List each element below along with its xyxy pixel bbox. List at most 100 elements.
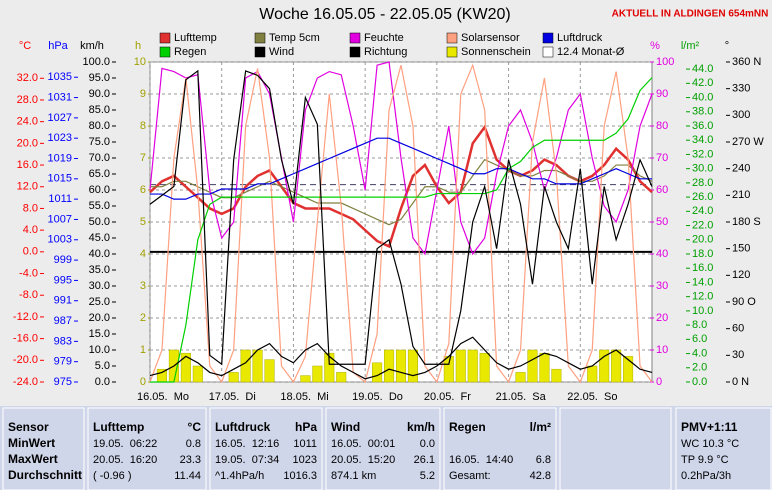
sunshine-bar: [372, 362, 383, 383]
y-tick-label: 30: [656, 280, 668, 292]
legend-label: Richtung: [364, 46, 407, 58]
y-tick-label: 28.0: [692, 177, 713, 189]
table-cell: [675, 407, 772, 490]
table-cell-value: 23.3: [180, 454, 201, 466]
y-tick-label: 1027: [48, 112, 72, 124]
y-tick-label: 15.0: [89, 328, 110, 340]
sunshine-bar: [180, 352, 191, 383]
legend-label: Sonnenschein: [461, 46, 531, 58]
legend-swatch: [349, 46, 361, 58]
y-tick-label: 0.0: [95, 376, 110, 388]
y-tick-label: 22.0: [692, 219, 713, 231]
sunshine-bar: [467, 349, 478, 383]
sunshine-bar: [587, 365, 598, 383]
y-tick-label: 40.0: [89, 248, 110, 260]
table-cell-text: ( -0.96 ): [93, 470, 132, 482]
y-tick-label: 10.0: [89, 344, 110, 356]
x-tick-label: 22.05. So: [567, 391, 617, 403]
y-tick-label: 26.0: [692, 191, 713, 203]
axis-title: km/h: [80, 40, 104, 52]
y-tick-label: 44.0: [692, 63, 713, 75]
row-label: MaxWert: [8, 452, 58, 466]
y-tick-label: 24.0: [692, 205, 713, 217]
y-tick-label: -12.0: [13, 311, 38, 323]
table-cell-value: 42.8: [530, 470, 551, 482]
table-cell: [2, 407, 85, 490]
y-tick-label: 70: [656, 152, 668, 164]
table-cell-value: 6.8: [536, 454, 551, 466]
axis-title: h: [135, 40, 141, 52]
table-header-unit: km/h: [407, 420, 435, 434]
axis-title: hPa: [48, 40, 68, 52]
y-tick-label: 0: [656, 376, 662, 388]
series-line: [150, 77, 653, 383]
y-tick-label: 120: [732, 269, 750, 281]
y-tick-label: 0.0: [23, 246, 38, 258]
table-header: Regen: [449, 420, 486, 434]
legend-swatch: [446, 32, 458, 44]
y-tick-label: 1015: [48, 173, 72, 185]
y-tick-label: 150: [732, 243, 750, 255]
table-cell-value: 1016.3: [283, 470, 317, 482]
y-tick-label: 0: [140, 376, 146, 388]
table-cell-text: 874.1 km: [331, 470, 376, 482]
y-tick-label: 2: [140, 312, 146, 324]
table-cell-value: 1023: [293, 454, 317, 466]
table-cell: [209, 407, 323, 490]
y-tick-label: 270 W: [732, 136, 764, 148]
x-tick-label: 21.05. Sa: [496, 391, 547, 403]
table-cell-text: Gesamt:: [449, 470, 491, 482]
sunshine-bar: [407, 349, 418, 383]
y-tick-label: 360 N: [732, 56, 761, 68]
legend-swatch: [446, 46, 458, 58]
sunshine-bar: [312, 365, 323, 383]
y-tick-label: 32.0: [692, 148, 713, 160]
row-label: Durchschnitt: [8, 468, 82, 482]
x-tick-label: 16.05. Mo: [137, 391, 189, 403]
sunshine-bar: [539, 352, 550, 383]
y-tick-label: 100: [656, 56, 674, 68]
sunshine-bar: [192, 365, 203, 383]
legend-label: Luftdruck: [557, 32, 603, 44]
y-tick-label: 65.0: [89, 168, 110, 180]
legend-swatch: [254, 32, 266, 44]
table-header: PMV+1:11: [681, 420, 738, 434]
table-cell-text: 20.05. 16:20: [93, 454, 157, 466]
y-tick-label: 60: [732, 323, 744, 335]
sunshine-bar: [623, 356, 634, 383]
y-tick-label: 975: [54, 376, 72, 388]
table-cell-text: ^1.4hPa/h: [215, 470, 264, 482]
sunshine-bar: [479, 352, 490, 383]
table-header: Wind: [331, 420, 360, 434]
sunshine-bar: [264, 359, 275, 383]
y-tick-label: 0.0: [692, 376, 707, 388]
y-tick-label: 4: [140, 248, 146, 260]
y-tick-label: 60: [656, 184, 668, 196]
y-tick-label: 80: [656, 120, 668, 132]
y-tick-label: 30.0: [89, 280, 110, 292]
table-header-unit: °C: [188, 420, 202, 434]
sunshine-bar: [455, 349, 466, 383]
y-tick-label: 75.0: [89, 136, 110, 148]
table-area: [0, 406, 772, 490]
y-tick-label: 1: [140, 344, 146, 356]
table-cell-text: 0.2hPa/3h: [681, 470, 731, 482]
table-cell-text: 19.05. 06:22: [93, 438, 157, 450]
y-tick-label: -16.0: [13, 333, 38, 345]
y-tick-label: -4.0: [19, 267, 38, 279]
y-tick-label: 210: [732, 189, 750, 201]
y-tick-label: 6.0: [692, 333, 707, 345]
y-tick-label: 10: [656, 344, 668, 356]
table-cell-value: 0.8: [186, 438, 201, 450]
y-tick-label: 983: [54, 335, 72, 347]
sunshine-bar: [384, 349, 395, 383]
table-cell-value: 0.0: [420, 438, 435, 450]
y-tick-label: 300: [732, 109, 750, 121]
y-tick-label: 40: [656, 248, 668, 260]
y-tick-label: 90: [656, 88, 668, 100]
table-cell: [87, 407, 207, 490]
y-tick-label: 0 N: [732, 376, 749, 388]
y-tick-label: 330: [732, 83, 750, 95]
